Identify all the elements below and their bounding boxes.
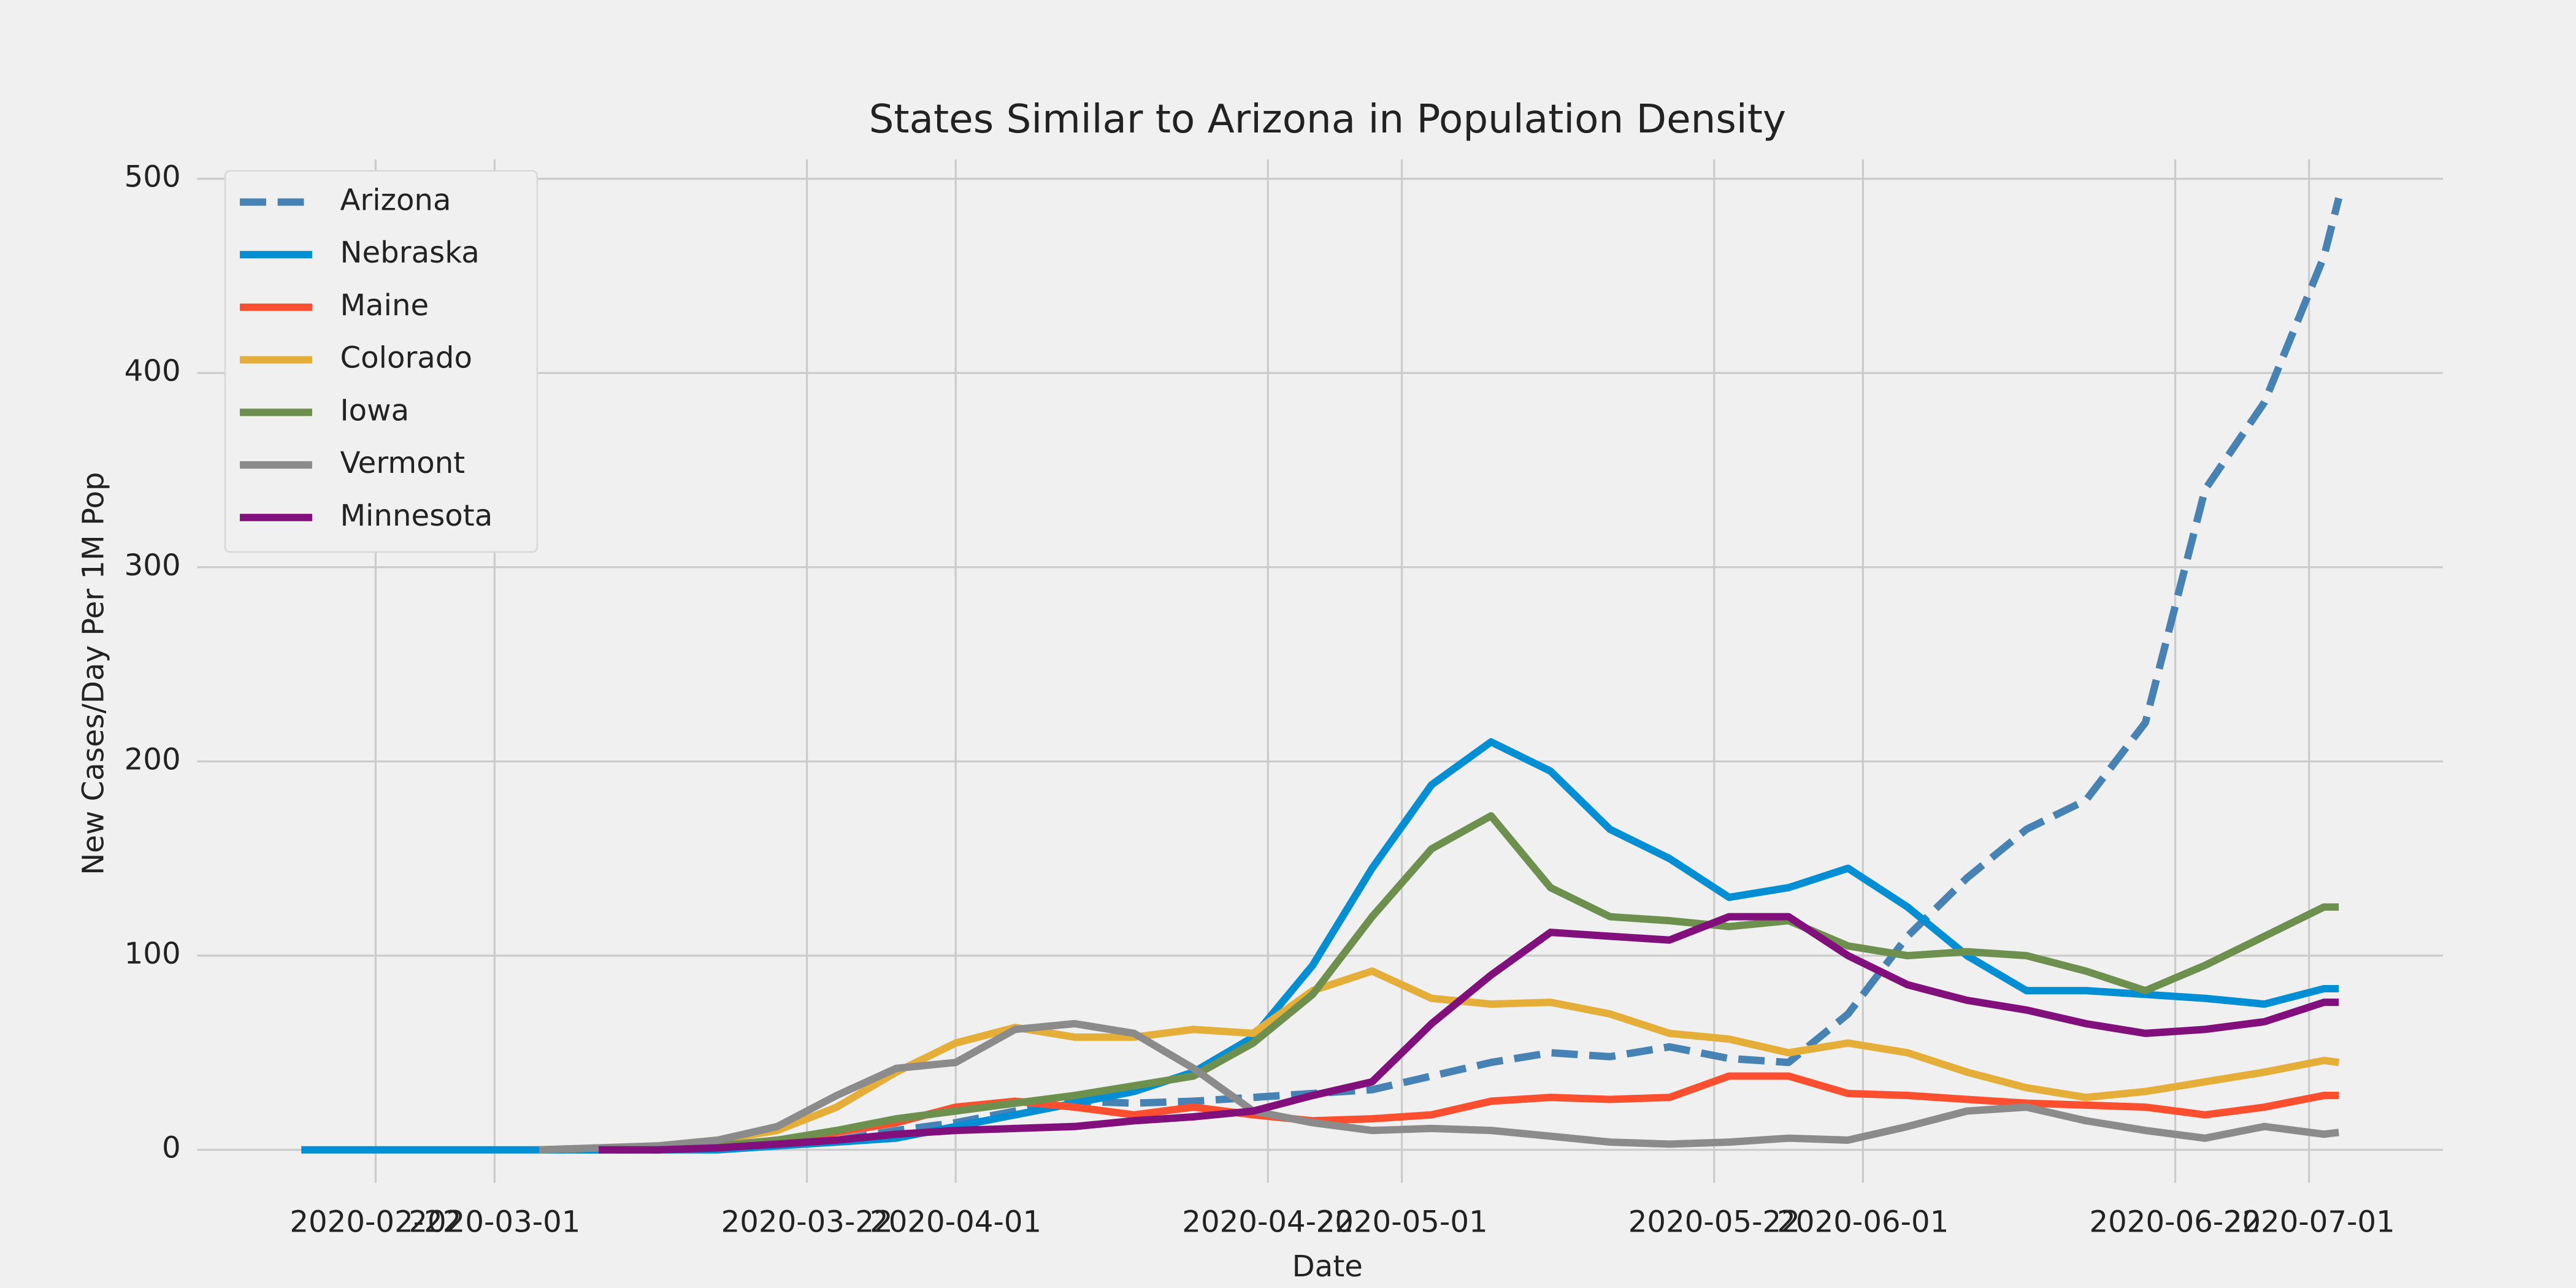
x-tick-label: 2020-04-22 (1182, 1205, 1354, 1240)
y-tick-label: 0 (162, 1131, 181, 1165)
line-6 (599, 913, 2339, 1154)
x-tick-label: 2020-03-22 (721, 1205, 893, 1240)
x-tick-label: 2020-04-01 (870, 1205, 1041, 1240)
chart-title: States Similar to Arizona in Population … (869, 96, 1786, 142)
y-axis-label: New Cases/Day Per 1M Pop (76, 472, 110, 875)
legend-label: Nebraska (340, 236, 479, 270)
x-tick-label: 2020-06-22 (2089, 1205, 2261, 1240)
legend-label: Minnesota (340, 499, 493, 533)
legend-label: Colorado (340, 341, 472, 375)
legend-label: Vermont (340, 446, 465, 480)
y-tick-label: 300 (125, 548, 181, 583)
x-tick-label: 2020-03-01 (408, 1205, 580, 1240)
legend-label: Iowa (340, 393, 409, 427)
legend-box (224, 170, 539, 553)
y-tick-label: 100 (125, 937, 181, 971)
legend-label: Arizona (340, 183, 451, 217)
y-tick-label: 500 (125, 159, 181, 194)
x-tick-label: 2020-05-01 (1316, 1205, 1488, 1240)
x-axis-label: Date (1292, 1249, 1363, 1284)
x-tick-label: 2020-05-22 (1628, 1205, 1800, 1240)
line-4 (598, 812, 2339, 1154)
x-tick-label: 2020-06-01 (1777, 1205, 1949, 1240)
y-tick-label: 400 (125, 354, 181, 388)
x-tick-label: 2020-07-01 (2223, 1205, 2395, 1240)
x-tick-label: 2020-02-22 (289, 1205, 461, 1240)
line-5 (539, 1019, 2339, 1154)
y-tick-label: 200 (125, 742, 181, 776)
legend-label: Maine (340, 288, 429, 323)
